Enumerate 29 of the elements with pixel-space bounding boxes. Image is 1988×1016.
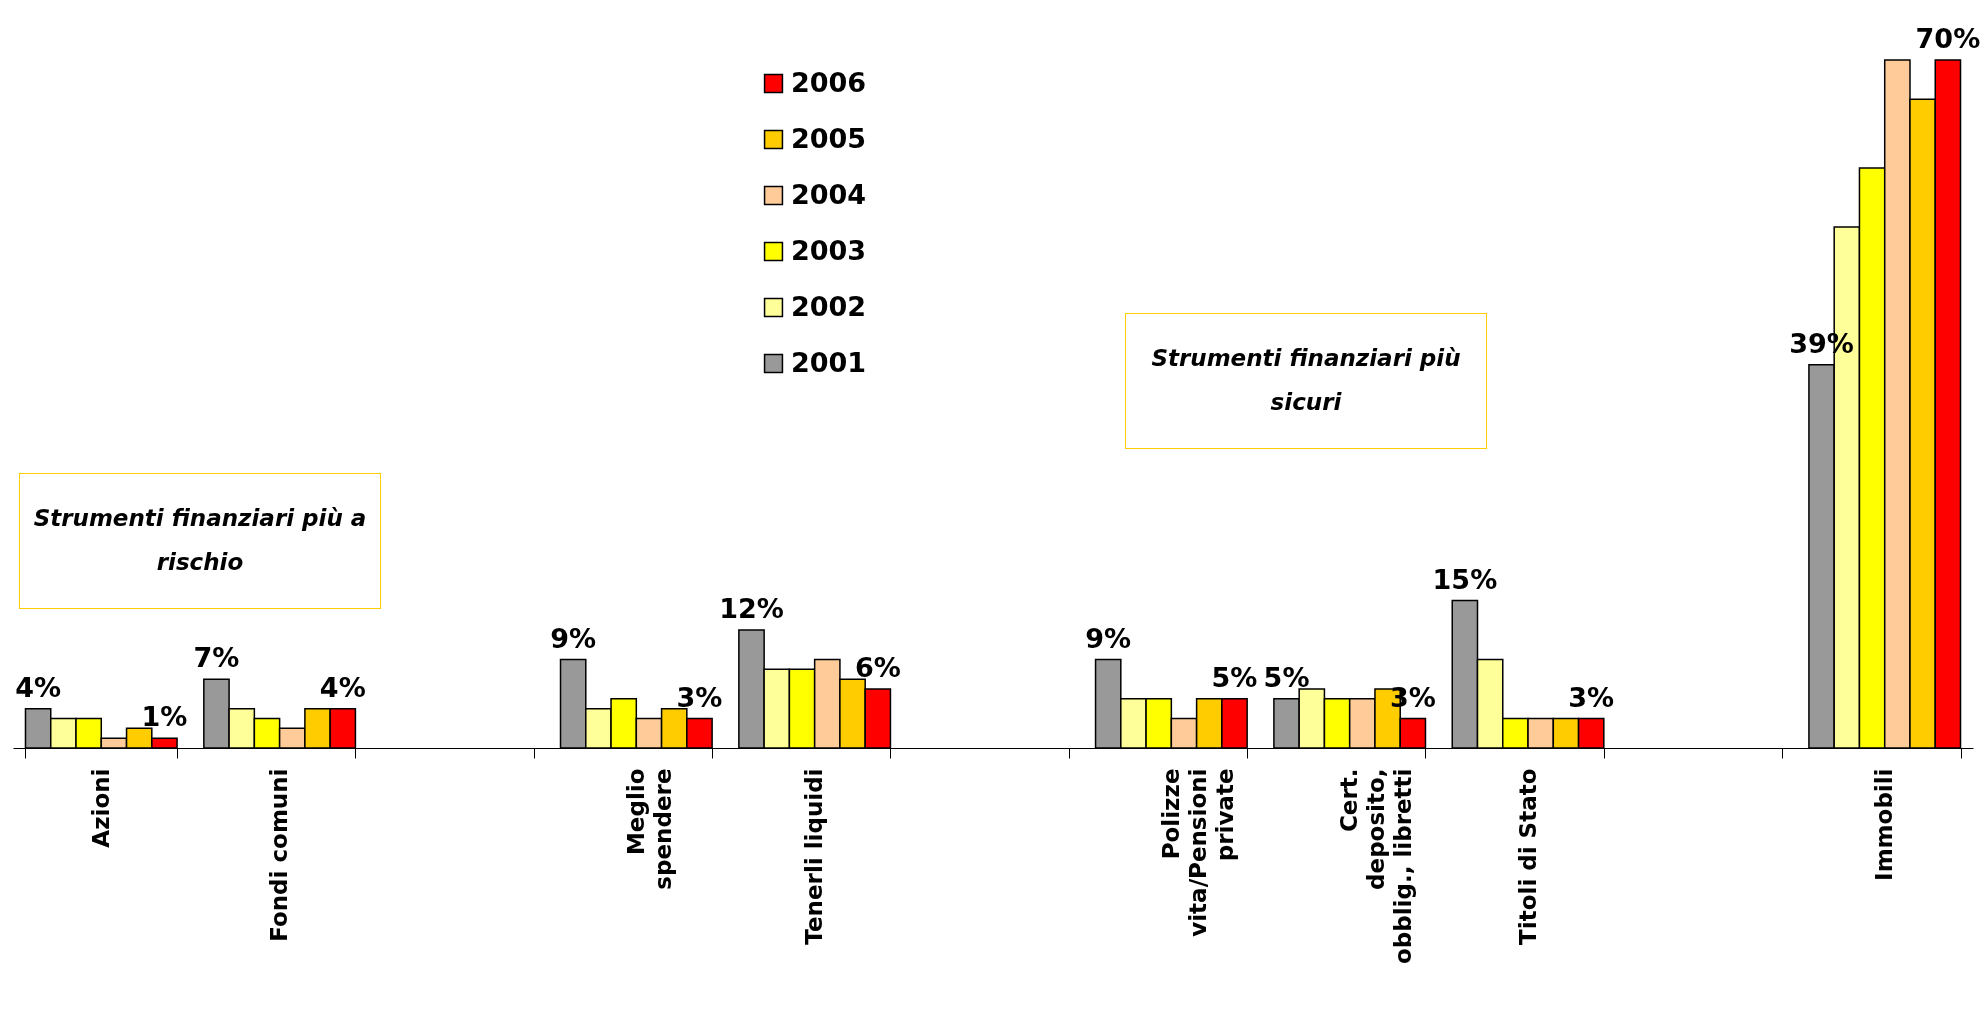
- data-label: 6%: [854, 652, 901, 684]
- data-label: 70%: [1915, 23, 1981, 54]
- data-label: 5%: [1211, 661, 1258, 693]
- data-label: 7%: [193, 642, 240, 674]
- data-label: 4%: [319, 671, 366, 703]
- x-tick-label: Immobili: [1871, 768, 1898, 881]
- annotation: Strumenti finanziari più a rischio: [19, 473, 381, 609]
- x-tick-label: Meglio spendere: [622, 768, 676, 890]
- legend-label: 2004: [791, 178, 867, 210]
- x-tick-label: Polizze vita/Pensioni private: [1157, 768, 1238, 937]
- x-tick-label: Azioni: [87, 768, 114, 848]
- data-label: 5%: [1263, 661, 1310, 693]
- annotation: Strumenti finanziari più sicuri: [1125, 313, 1487, 449]
- legend-label: 2002: [791, 290, 867, 322]
- legend-label: 2005: [791, 122, 867, 154]
- x-tick-label: Titoli di Stato: [1514, 768, 1541, 945]
- x-tick-label: Tenerli liquidi: [801, 768, 828, 945]
- data-label: 9%: [1085, 622, 1132, 654]
- legend-label: 2003: [791, 234, 867, 266]
- data-label: 4%: [15, 671, 62, 703]
- data-label: 3%: [676, 681, 723, 713]
- x-tick-label: Fondi comuni: [266, 768, 293, 942]
- data-label: 15%: [1432, 563, 1498, 595]
- data-label: 3%: [1568, 681, 1615, 713]
- data-label: 12%: [719, 593, 784, 625]
- legend-label: 2001: [791, 346, 867, 378]
- data-label: 9%: [550, 622, 597, 654]
- legend-label: 2006: [791, 66, 867, 98]
- data-label: 1%: [141, 701, 188, 733]
